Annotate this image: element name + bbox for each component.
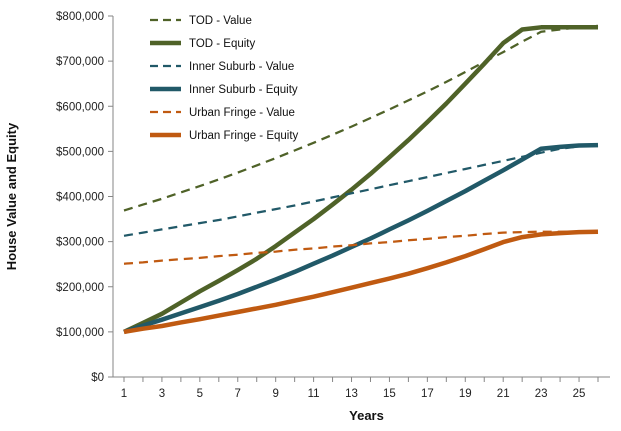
legend: TOD - Value TOD - Equity Inner Suburb - Va… xyxy=(150,15,299,142)
y-tick-label: $300,000 xyxy=(56,237,104,249)
x-tick-label: 19 xyxy=(459,388,472,400)
y-tick-label: $800,000 xyxy=(56,11,104,23)
y-tick-label: $700,000 xyxy=(56,56,104,68)
x-tick-label: 25 xyxy=(573,388,586,400)
series-line-1 xyxy=(123,24,599,212)
x-tick-label: 11 xyxy=(308,388,320,400)
legend-label: Urban Fringe - Equity xyxy=(189,130,299,142)
series-line-2 xyxy=(123,25,598,334)
series-line-4 xyxy=(123,142,599,335)
y-axis-title: House Value and Equity xyxy=(4,122,19,270)
y-tick-label: $200,000 xyxy=(56,282,104,294)
x-tick-label: 7 xyxy=(235,388,241,400)
axes: $0 $100,000 $200,000 $300,000 $400,000 $500,0… xyxy=(56,11,610,400)
legend-label: Inner Suburb - Equity xyxy=(189,84,298,96)
x-tick-label: 23 xyxy=(535,388,548,400)
series-line-5 xyxy=(123,230,598,265)
legend-label: TOD - Equity xyxy=(189,38,255,50)
legend-label: TOD - Value xyxy=(189,15,252,27)
x-tick-label: 13 xyxy=(345,388,358,400)
x-tick-label: 5 xyxy=(197,388,203,400)
x-tick-label: 21 xyxy=(497,388,510,400)
legend-label: Urban Fringe - Value xyxy=(189,107,295,119)
series-line-3 xyxy=(123,143,599,237)
x-tick-label: 17 xyxy=(421,388,434,400)
series-line-6 xyxy=(123,229,599,335)
y-tick-label: $500,000 xyxy=(56,146,104,158)
x-tick-label: 9 xyxy=(272,388,278,400)
legend-label: Inner Suburb - Value xyxy=(189,61,294,73)
y-tick-label: $600,000 xyxy=(56,101,104,113)
x-axis-title: Years xyxy=(349,408,384,423)
x-tick-label: 3 xyxy=(159,388,165,400)
y-tick-label: $400,000 xyxy=(56,192,104,204)
y-tick-label: $0 xyxy=(91,372,104,384)
series-layer xyxy=(123,24,599,335)
x-tick-label: 1 xyxy=(121,388,127,400)
x-tick-label: 15 xyxy=(383,388,396,400)
y-tick-label: $100,000 xyxy=(56,327,104,339)
